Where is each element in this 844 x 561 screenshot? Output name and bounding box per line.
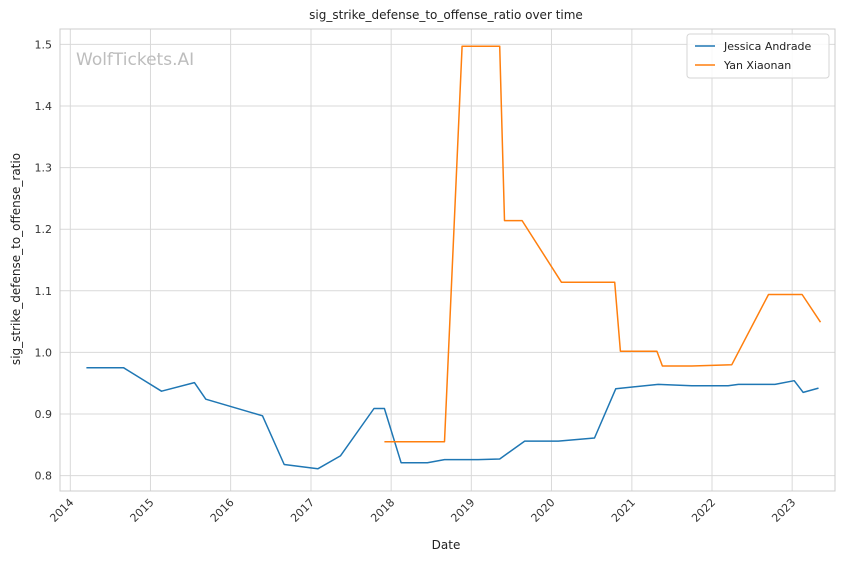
y-tick-label: 1.4 [35, 100, 53, 113]
y-tick-label: 1.1 [35, 285, 53, 298]
y-tick-label: 1.0 [35, 346, 53, 359]
legend: Jessica Andrade Yan Xiaonan [686, 33, 830, 79]
watermark: WolfTickets.AI [76, 50, 194, 70]
y-axis-title: sig_strike_defense_to_offense_ratio [9, 153, 23, 365]
series-lines [86, 45, 822, 470]
series-line-jessica-andrade [86, 367, 819, 470]
y-tick-label: 1.3 [35, 162, 53, 175]
x-axis-title: Date [432, 538, 461, 552]
series-line-yan-xiaonan [384, 45, 822, 443]
y-tick-label: 1.5 [35, 38, 53, 51]
plot-area-frame [59, 28, 836, 492]
y-tick-label: 0.9 [35, 408, 53, 421]
y-tick-label: 1.2 [35, 223, 53, 236]
chart-title: sig_strike_defense_to_offense_ratio over… [309, 8, 583, 22]
legend-label: Jessica Andrade [723, 40, 812, 53]
legend-label: Yan Xiaonan [723, 59, 791, 72]
legend-box [686, 33, 830, 79]
y-tick-label: 0.8 [35, 470, 53, 483]
grid-lines [60, 29, 835, 491]
